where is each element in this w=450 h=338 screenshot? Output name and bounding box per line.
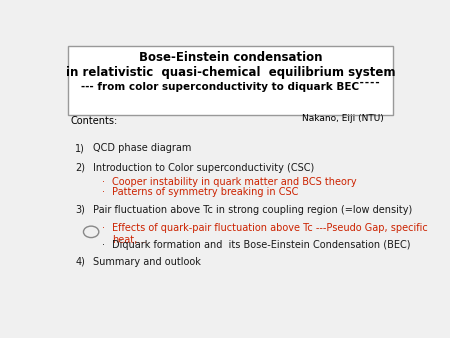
Text: Contents:: Contents: bbox=[70, 116, 117, 126]
FancyBboxPatch shape bbox=[68, 46, 393, 115]
Text: Introduction to Color superconductivity (CSC): Introduction to Color superconductivity … bbox=[93, 163, 314, 173]
Text: 2): 2) bbox=[76, 163, 86, 173]
Text: Summary and outlook: Summary and outlook bbox=[93, 257, 201, 267]
Text: 4): 4) bbox=[76, 257, 86, 267]
Text: ·: · bbox=[102, 177, 104, 188]
Text: QCD phase diagram: QCD phase diagram bbox=[93, 143, 191, 153]
Text: Diquark formation and  its Bose-Einstein Condensation (BEC): Diquark formation and its Bose-Einstein … bbox=[112, 240, 410, 250]
Text: Bose-Einstein condensation: Bose-Einstein condensation bbox=[139, 51, 322, 64]
Text: in relativistic  quasi-chemical  equilibrium system: in relativistic quasi-chemical equilibri… bbox=[66, 66, 396, 79]
Text: --- from color superconductivity to diquark BEC¯¯¯¯: --- from color superconductivity to diqu… bbox=[81, 82, 380, 92]
Text: ·: · bbox=[102, 187, 104, 197]
Text: 3): 3) bbox=[76, 204, 86, 215]
Text: Effects of quark-pair fluctuation above Tc ---Pseudo Gap, specific
heat,…: Effects of quark-pair fluctuation above … bbox=[112, 223, 428, 245]
Text: ·: · bbox=[102, 240, 104, 250]
Text: Nakano, Eiji (NTU): Nakano, Eiji (NTU) bbox=[302, 114, 384, 123]
Text: Pair fluctuation above Tc in strong coupling region (=low density): Pair fluctuation above Tc in strong coup… bbox=[93, 204, 412, 215]
Text: 1): 1) bbox=[76, 143, 86, 153]
Text: Cooper instability in quark matter and BCS theory: Cooper instability in quark matter and B… bbox=[112, 177, 357, 188]
Text: ·: · bbox=[102, 223, 104, 233]
Text: Patterns of symmetry breaking in CSC: Patterns of symmetry breaking in CSC bbox=[112, 187, 298, 197]
